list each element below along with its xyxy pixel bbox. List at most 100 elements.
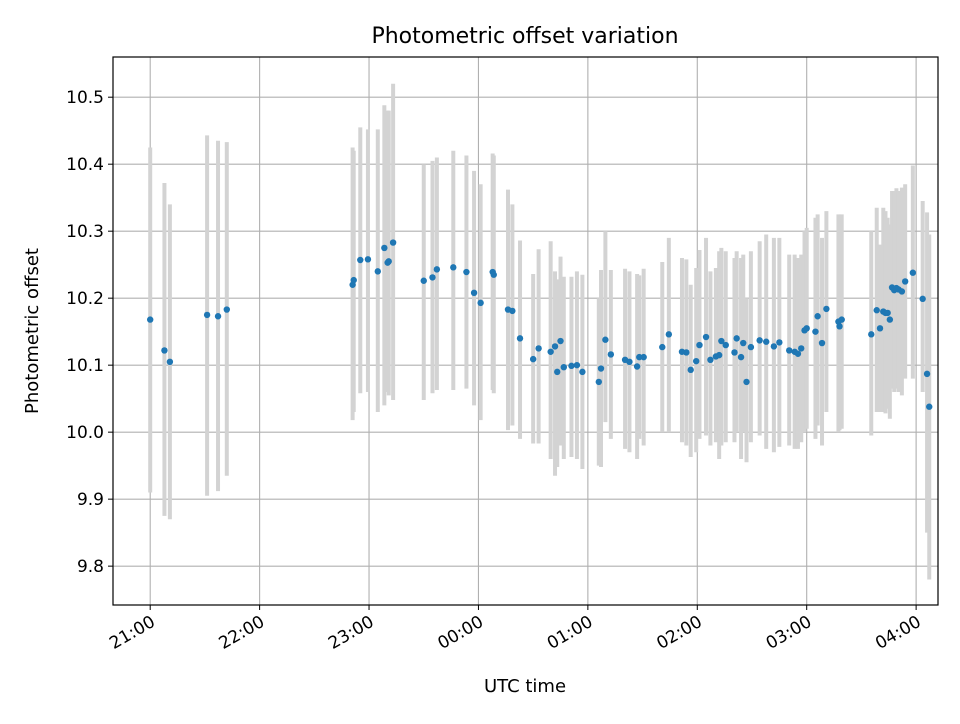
- data-point: [374, 268, 381, 275]
- data-point: [547, 348, 554, 355]
- data-point: [812, 328, 819, 335]
- data-point: [707, 356, 714, 364]
- data-point: [602, 336, 609, 343]
- x-tick-label: 03:00: [763, 612, 815, 654]
- data-point: [535, 345, 542, 352]
- y-tick-label: 9.8: [77, 557, 104, 577]
- data-point: [640, 353, 647, 361]
- data-point: [814, 313, 821, 320]
- data-point: [798, 345, 805, 352]
- y-tick-label: 9.9: [77, 490, 104, 510]
- data-point: [919, 295, 926, 303]
- data-point: [477, 299, 484, 307]
- y-axis-ticks: 9.8 9.9 10.0 10.1 10.2 10.3 10.4 10.5: [66, 88, 113, 577]
- data-point: [463, 268, 470, 276]
- data-point: [731, 349, 738, 356]
- data-point: [715, 351, 723, 359]
- data-point: [718, 337, 725, 345]
- data-point: [381, 244, 388, 252]
- y-axis-label: Photometric offset: [22, 248, 43, 414]
- data-point: [557, 337, 564, 345]
- data-point: [385, 258, 392, 265]
- x-tick-label: 04:00: [872, 612, 924, 654]
- data-point: [770, 343, 778, 350]
- data-point: [350, 276, 357, 284]
- data-point: [740, 339, 747, 347]
- data-point: [823, 305, 830, 313]
- data-point: [683, 349, 690, 356]
- data-point: [785, 347, 793, 354]
- data-point: [166, 358, 174, 366]
- data-point: [747, 343, 755, 351]
- data-point: [884, 309, 891, 317]
- plot-area-frame: [112, 56, 939, 606]
- x-tick-label: 22:00: [216, 612, 268, 654]
- data-point: [429, 274, 436, 281]
- data-point: [763, 338, 770, 345]
- y-tick-label: 10.4: [66, 155, 104, 175]
- data-point: [702, 333, 710, 341]
- data-points: [147, 239, 933, 410]
- data-point: [161, 347, 168, 354]
- data-point: [490, 271, 497, 278]
- data-point: [579, 368, 586, 376]
- data-point: [756, 337, 763, 344]
- y-tick-label: 10.3: [66, 222, 104, 242]
- x-axis-label: UTC time: [484, 676, 566, 697]
- data-point: [743, 378, 750, 386]
- data-point: [633, 363, 641, 370]
- data-point: [687, 366, 694, 374]
- data-point: [794, 350, 802, 357]
- data-point: [737, 353, 745, 361]
- data-point: [818, 339, 826, 347]
- data-point: [626, 358, 633, 366]
- data-point: [560, 363, 567, 371]
- data-point: [868, 331, 875, 338]
- data-point: [659, 343, 666, 351]
- data-point: [901, 278, 909, 285]
- data-point: [665, 331, 673, 338]
- data-point: [357, 256, 364, 264]
- data-point: [636, 353, 643, 361]
- data-point: [203, 311, 211, 319]
- data-point: [554, 368, 561, 376]
- data-point: [722, 341, 729, 349]
- data-point: [509, 307, 516, 315]
- data-point: [898, 288, 906, 295]
- data-point: [607, 351, 615, 358]
- x-tick-label: 21:00: [106, 612, 158, 654]
- data-point: [223, 306, 230, 313]
- data-point: [873, 307, 880, 314]
- data-point: [389, 239, 397, 246]
- data-point: [470, 289, 478, 297]
- data-point: [595, 378, 603, 386]
- data-point: [551, 343, 559, 350]
- x-tick-label: 23:00: [325, 612, 377, 654]
- y-tick-label: 10.5: [66, 88, 104, 108]
- data-point: [568, 362, 575, 370]
- data-point: [433, 266, 441, 273]
- data-point: [364, 256, 372, 263]
- data-point: [214, 313, 222, 320]
- y-tick-label: 10.0: [66, 423, 104, 443]
- data-point: [692, 357, 700, 365]
- data-point: [876, 325, 884, 332]
- data-point: [923, 370, 931, 378]
- x-tick-label: 01:00: [544, 612, 596, 654]
- data-point: [420, 277, 427, 284]
- data-point: [836, 323, 843, 330]
- data-point: [909, 269, 917, 276]
- x-tick-label: 00:00: [435, 612, 487, 654]
- data-point: [886, 316, 894, 323]
- data-point: [516, 335, 524, 342]
- data-point: [573, 361, 581, 369]
- y-tick-label: 10.2: [66, 289, 104, 309]
- data-point: [696, 341, 703, 349]
- data-point: [838, 316, 845, 323]
- data-point: [776, 339, 783, 346]
- y-tick-label: 10.1: [66, 356, 104, 376]
- chart-title: Photometric offset variation: [371, 24, 678, 49]
- x-axis-ticks: 21:00 22:00 23:00 00:00 01:00 02:00 03:00 04:00: [106, 605, 925, 654]
